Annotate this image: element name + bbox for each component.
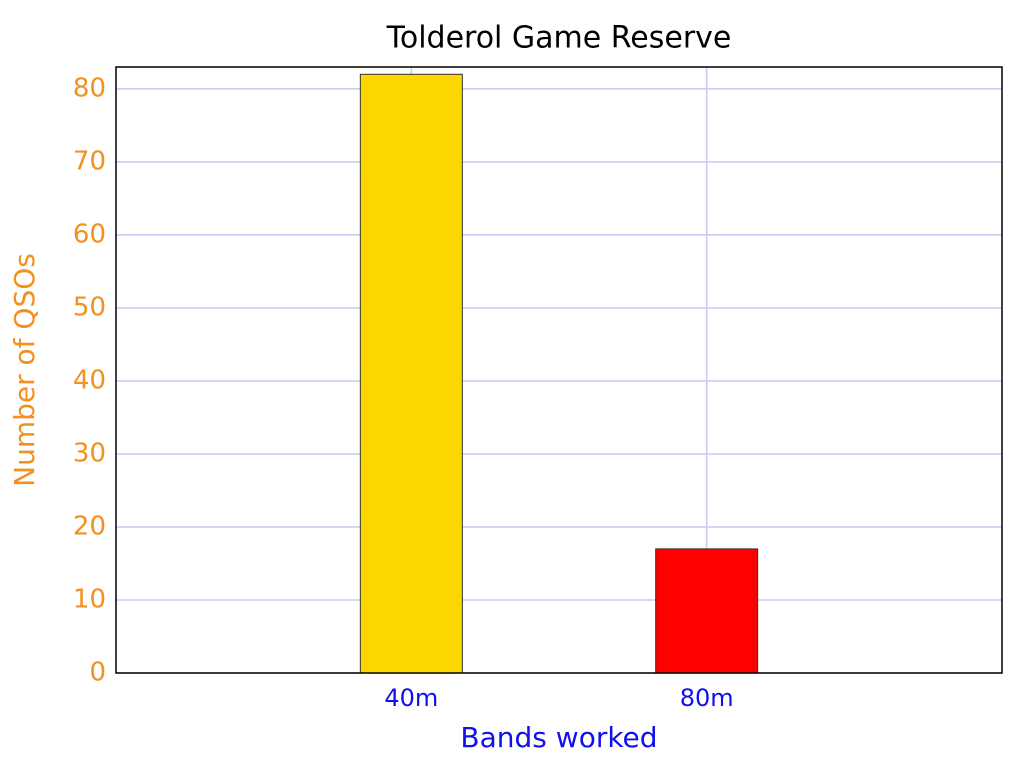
x-tick-label: 40m xyxy=(384,684,438,712)
bar xyxy=(359,73,463,674)
y-tick-label: 0 xyxy=(89,658,106,688)
y-tick-label: 20 xyxy=(73,511,106,541)
x-axis-label: Bands worked xyxy=(460,721,657,754)
y-tick-label: 80 xyxy=(73,73,106,103)
y-tick-label: 50 xyxy=(73,292,106,322)
y-axis-label: Number of QSOs xyxy=(8,253,41,487)
bar xyxy=(655,548,759,674)
plot-frame xyxy=(115,66,1003,674)
chart-title: Tolderol Game Reserve xyxy=(386,21,732,56)
y-tick-label: 30 xyxy=(73,438,106,468)
y-tick-label: 60 xyxy=(73,219,106,249)
y-tick-label: 40 xyxy=(73,365,106,395)
y-tick-label: 70 xyxy=(73,146,106,176)
y-tick-label: 10 xyxy=(73,584,106,614)
x-tick-label: 80m xyxy=(680,684,734,712)
